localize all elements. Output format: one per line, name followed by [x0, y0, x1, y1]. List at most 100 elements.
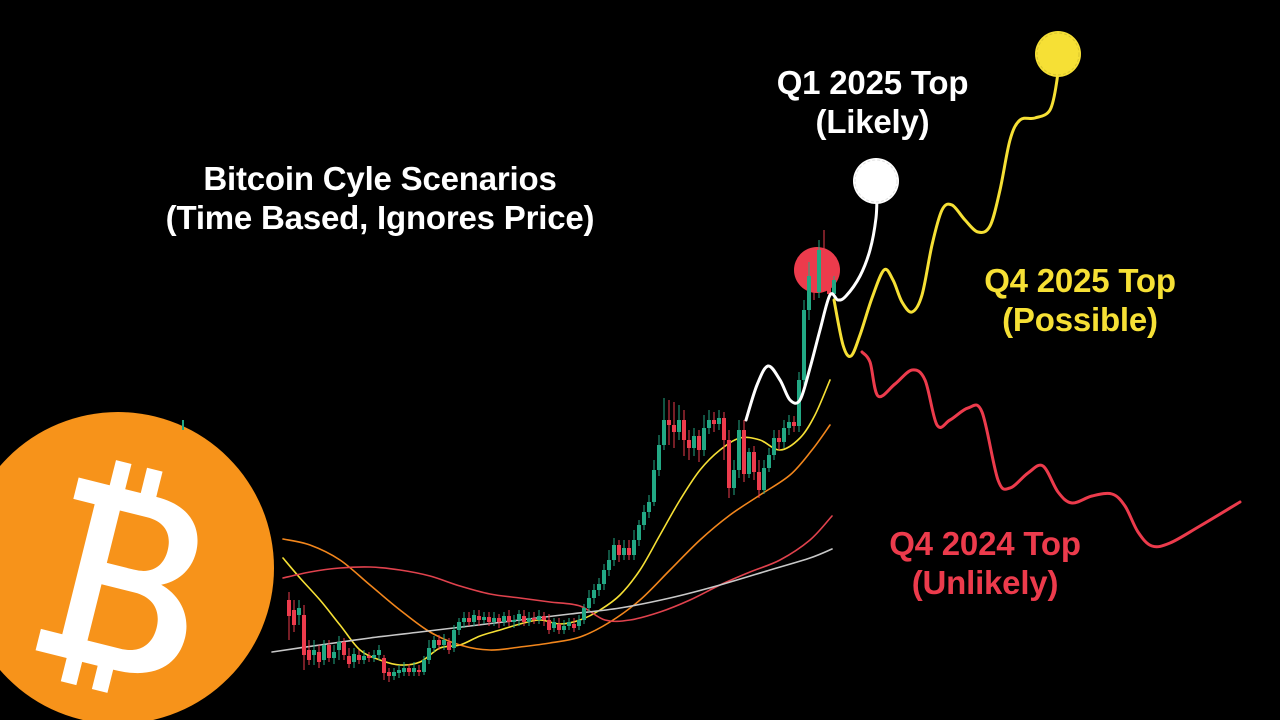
scenario-paths — [744, 31, 1242, 549]
candle — [497, 614, 501, 628]
moving-average-line — [271, 548, 833, 653]
candle — [422, 656, 426, 675]
candle — [292, 600, 296, 632]
candle — [752, 446, 756, 480]
candle — [547, 614, 551, 634]
candle — [447, 638, 451, 654]
candle — [462, 612, 466, 628]
candle — [717, 410, 721, 430]
scenario-path — [744, 188, 879, 422]
candle — [347, 648, 351, 668]
candle — [767, 448, 771, 472]
candle — [302, 605, 306, 670]
chart-title: Bitcoin Cyle Scenarios (Time Based, Igno… — [120, 160, 640, 237]
candle — [747, 448, 751, 478]
candle — [392, 668, 396, 680]
candle — [757, 460, 761, 498]
candle — [827, 255, 831, 300]
candle — [622, 540, 626, 560]
candle — [427, 640, 431, 664]
candle — [397, 665, 401, 678]
candle — [472, 610, 476, 626]
moving-average-line — [282, 515, 833, 623]
candle — [557, 618, 561, 634]
candle — [532, 612, 536, 624]
candle — [782, 420, 786, 448]
candle — [537, 610, 541, 624]
candle — [572, 618, 576, 632]
candle — [357, 650, 361, 664]
candle — [772, 430, 776, 460]
moving-average-line — [282, 379, 831, 666]
candle — [387, 668, 391, 682]
scenario-end-marker — [853, 158, 899, 204]
candle — [582, 604, 586, 624]
q4-2024-label-line2: (Unlikely) — [911, 563, 1059, 601]
candle — [637, 520, 641, 546]
candle — [737, 420, 741, 478]
candle — [367, 652, 371, 662]
candle — [722, 412, 726, 460]
candle — [627, 540, 631, 560]
candle — [372, 650, 376, 662]
candle — [527, 612, 531, 626]
candle — [577, 615, 581, 630]
candle — [807, 262, 811, 320]
scenario-end-marker — [1035, 31, 1081, 77]
candle — [792, 416, 796, 432]
candle — [762, 460, 766, 494]
scenario-path — [860, 350, 1242, 549]
candle — [697, 430, 701, 462]
candle — [417, 665, 421, 676]
candle — [822, 230, 826, 290]
candle — [502, 612, 506, 626]
candle — [477, 610, 481, 626]
candle — [487, 612, 491, 626]
scenario-path — [832, 58, 1060, 358]
candle — [362, 650, 366, 664]
candle — [297, 600, 301, 625]
candle — [287, 592, 291, 640]
candle — [662, 398, 666, 450]
candle — [412, 662, 416, 676]
candle — [632, 530, 636, 560]
candle — [677, 405, 681, 440]
candle — [707, 410, 711, 434]
candle — [647, 495, 651, 518]
candle — [802, 300, 806, 386]
bitcoin-logo-icon — [0, 412, 274, 720]
candle — [407, 664, 411, 676]
candle — [342, 638, 346, 660]
candle — [457, 618, 461, 635]
candle — [607, 550, 611, 576]
q1-2025-label: Q1 2025 Top (Likely) — [720, 64, 1025, 141]
candle — [597, 578, 601, 596]
candle — [317, 645, 321, 668]
q4-2025-label-line1: Q4 2025 Top — [984, 262, 1176, 299]
candle — [482, 612, 486, 624]
candle — [332, 645, 336, 664]
candle — [617, 540, 621, 562]
candle — [552, 618, 556, 632]
chart-title-line2: (Time Based, Ignores Price) — [165, 198, 595, 236]
candle — [352, 648, 356, 668]
candle — [327, 640, 331, 662]
candle — [587, 590, 591, 612]
candle — [452, 625, 456, 652]
candle — [517, 610, 521, 626]
candle — [732, 460, 736, 495]
candle — [307, 640, 311, 665]
candle — [312, 640, 316, 665]
candle — [742, 420, 746, 482]
q4-2024-label: Q4 2024 Top (Unlikely) — [845, 525, 1125, 602]
stray-candle-tick — [182, 420, 184, 430]
candle — [322, 640, 326, 665]
candle — [507, 610, 511, 626]
q4-2025-label: Q4 2025 Top (Possible) — [940, 262, 1220, 339]
candle — [522, 610, 526, 626]
candle — [492, 612, 496, 626]
q4-2024-label-line1: Q4 2024 Top — [889, 525, 1081, 562]
candle — [777, 430, 781, 450]
